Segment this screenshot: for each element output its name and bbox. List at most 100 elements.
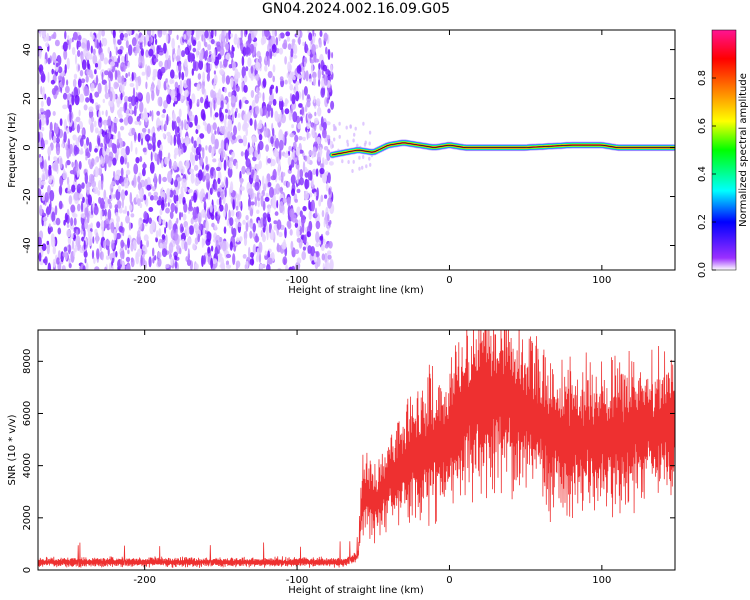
noise-speck (102, 98, 106, 104)
noise-speck (267, 55, 270, 67)
noise-speck (161, 119, 164, 132)
noise-speck (175, 228, 178, 236)
noise-speck (86, 40, 90, 51)
noise-speck (298, 136, 303, 141)
noise-speck (285, 31, 291, 37)
noise-speck (126, 210, 130, 217)
noise-speck (136, 230, 141, 238)
noise-speck (227, 109, 231, 116)
noise-speck (235, 85, 240, 92)
noise-speck (213, 74, 218, 85)
noise-speck (292, 75, 296, 81)
noise-speck (88, 141, 92, 153)
noise-speck (362, 155, 365, 159)
noise-speck (62, 41, 68, 52)
noise-speck (154, 68, 158, 78)
noise-speck (303, 61, 307, 67)
noise-speck (284, 131, 288, 138)
noise-speck (149, 110, 152, 117)
noise-speck (75, 116, 81, 123)
noise-speck (227, 91, 232, 98)
noise-speck (97, 82, 102, 94)
noise-speck (186, 123, 189, 131)
noise-speck (52, 111, 56, 116)
noise-speck (202, 191, 206, 198)
noise-speck (153, 58, 159, 63)
noise-speck (142, 147, 147, 153)
noise-speck (119, 118, 124, 123)
noise-speck (254, 150, 258, 158)
noise-speck (77, 64, 80, 72)
noise-speck (327, 250, 332, 255)
noise-speck (213, 99, 216, 111)
noise-speck (167, 198, 172, 204)
noise-speck (91, 249, 95, 260)
noise-speck (338, 134, 341, 139)
noise-speck (279, 186, 283, 194)
noise-speck (39, 204, 43, 216)
noise-speck (213, 70, 216, 75)
noise-speck (44, 58, 47, 65)
noise-speck (311, 62, 314, 75)
noise-speck (191, 114, 195, 122)
noise-speck (270, 84, 275, 90)
noise-speck (361, 165, 364, 170)
noise-speck (217, 177, 221, 185)
noise-speck (175, 55, 181, 62)
noise-speck (88, 106, 94, 112)
noise-speck (176, 200, 179, 208)
noise-speck (257, 122, 263, 130)
noise-speck (168, 55, 171, 61)
noise-speck (248, 206, 252, 211)
noise-speck (210, 133, 216, 145)
spectrogram-frame (37, 29, 676, 271)
noise-speck (250, 201, 255, 206)
noise-speck (312, 54, 317, 61)
noise-speck (137, 175, 141, 183)
noise-speck (83, 228, 86, 238)
noise-speck (241, 165, 246, 175)
noise-speck (109, 204, 113, 209)
x-tick-label: -100 (286, 275, 309, 286)
noise-speck (257, 220, 261, 228)
noise-speck (306, 155, 311, 165)
noise-speck (180, 166, 185, 174)
noise-speck (277, 159, 281, 170)
noise-speck (240, 30, 243, 40)
noise-speck (88, 117, 92, 125)
noise-speck (225, 75, 231, 85)
noise-speck (152, 75, 156, 81)
noise-speck (302, 205, 307, 212)
noise-speck (202, 227, 206, 236)
noise-speck (295, 91, 300, 102)
noise-speck (190, 172, 195, 184)
noise-speck (119, 32, 125, 41)
noise-speck (364, 140, 367, 145)
noise-speck (85, 155, 88, 161)
noise-speck (125, 256, 131, 262)
noise-speck (181, 50, 185, 58)
noise-speck (170, 202, 176, 213)
noise-speck (244, 264, 247, 270)
noise-speck (104, 83, 108, 94)
noise-speck (274, 149, 279, 158)
noise-speck (101, 110, 104, 116)
noise-speck (44, 192, 49, 203)
noise-speck (209, 63, 213, 70)
noise-speck (301, 250, 307, 261)
noise-speck (52, 258, 56, 268)
noise-speck (152, 186, 156, 192)
noise-speck (127, 115, 133, 125)
noise-speck (81, 59, 87, 70)
noise-speck (85, 183, 90, 195)
noise-speck (248, 146, 254, 154)
noise-speck (325, 121, 331, 126)
noise-speck (155, 38, 158, 45)
noise-speck (48, 164, 52, 170)
noise-speck (90, 82, 95, 92)
noise-speck (287, 156, 292, 166)
noise-speck (86, 212, 90, 224)
noise-speck (148, 256, 152, 268)
noise-speck (202, 71, 206, 82)
